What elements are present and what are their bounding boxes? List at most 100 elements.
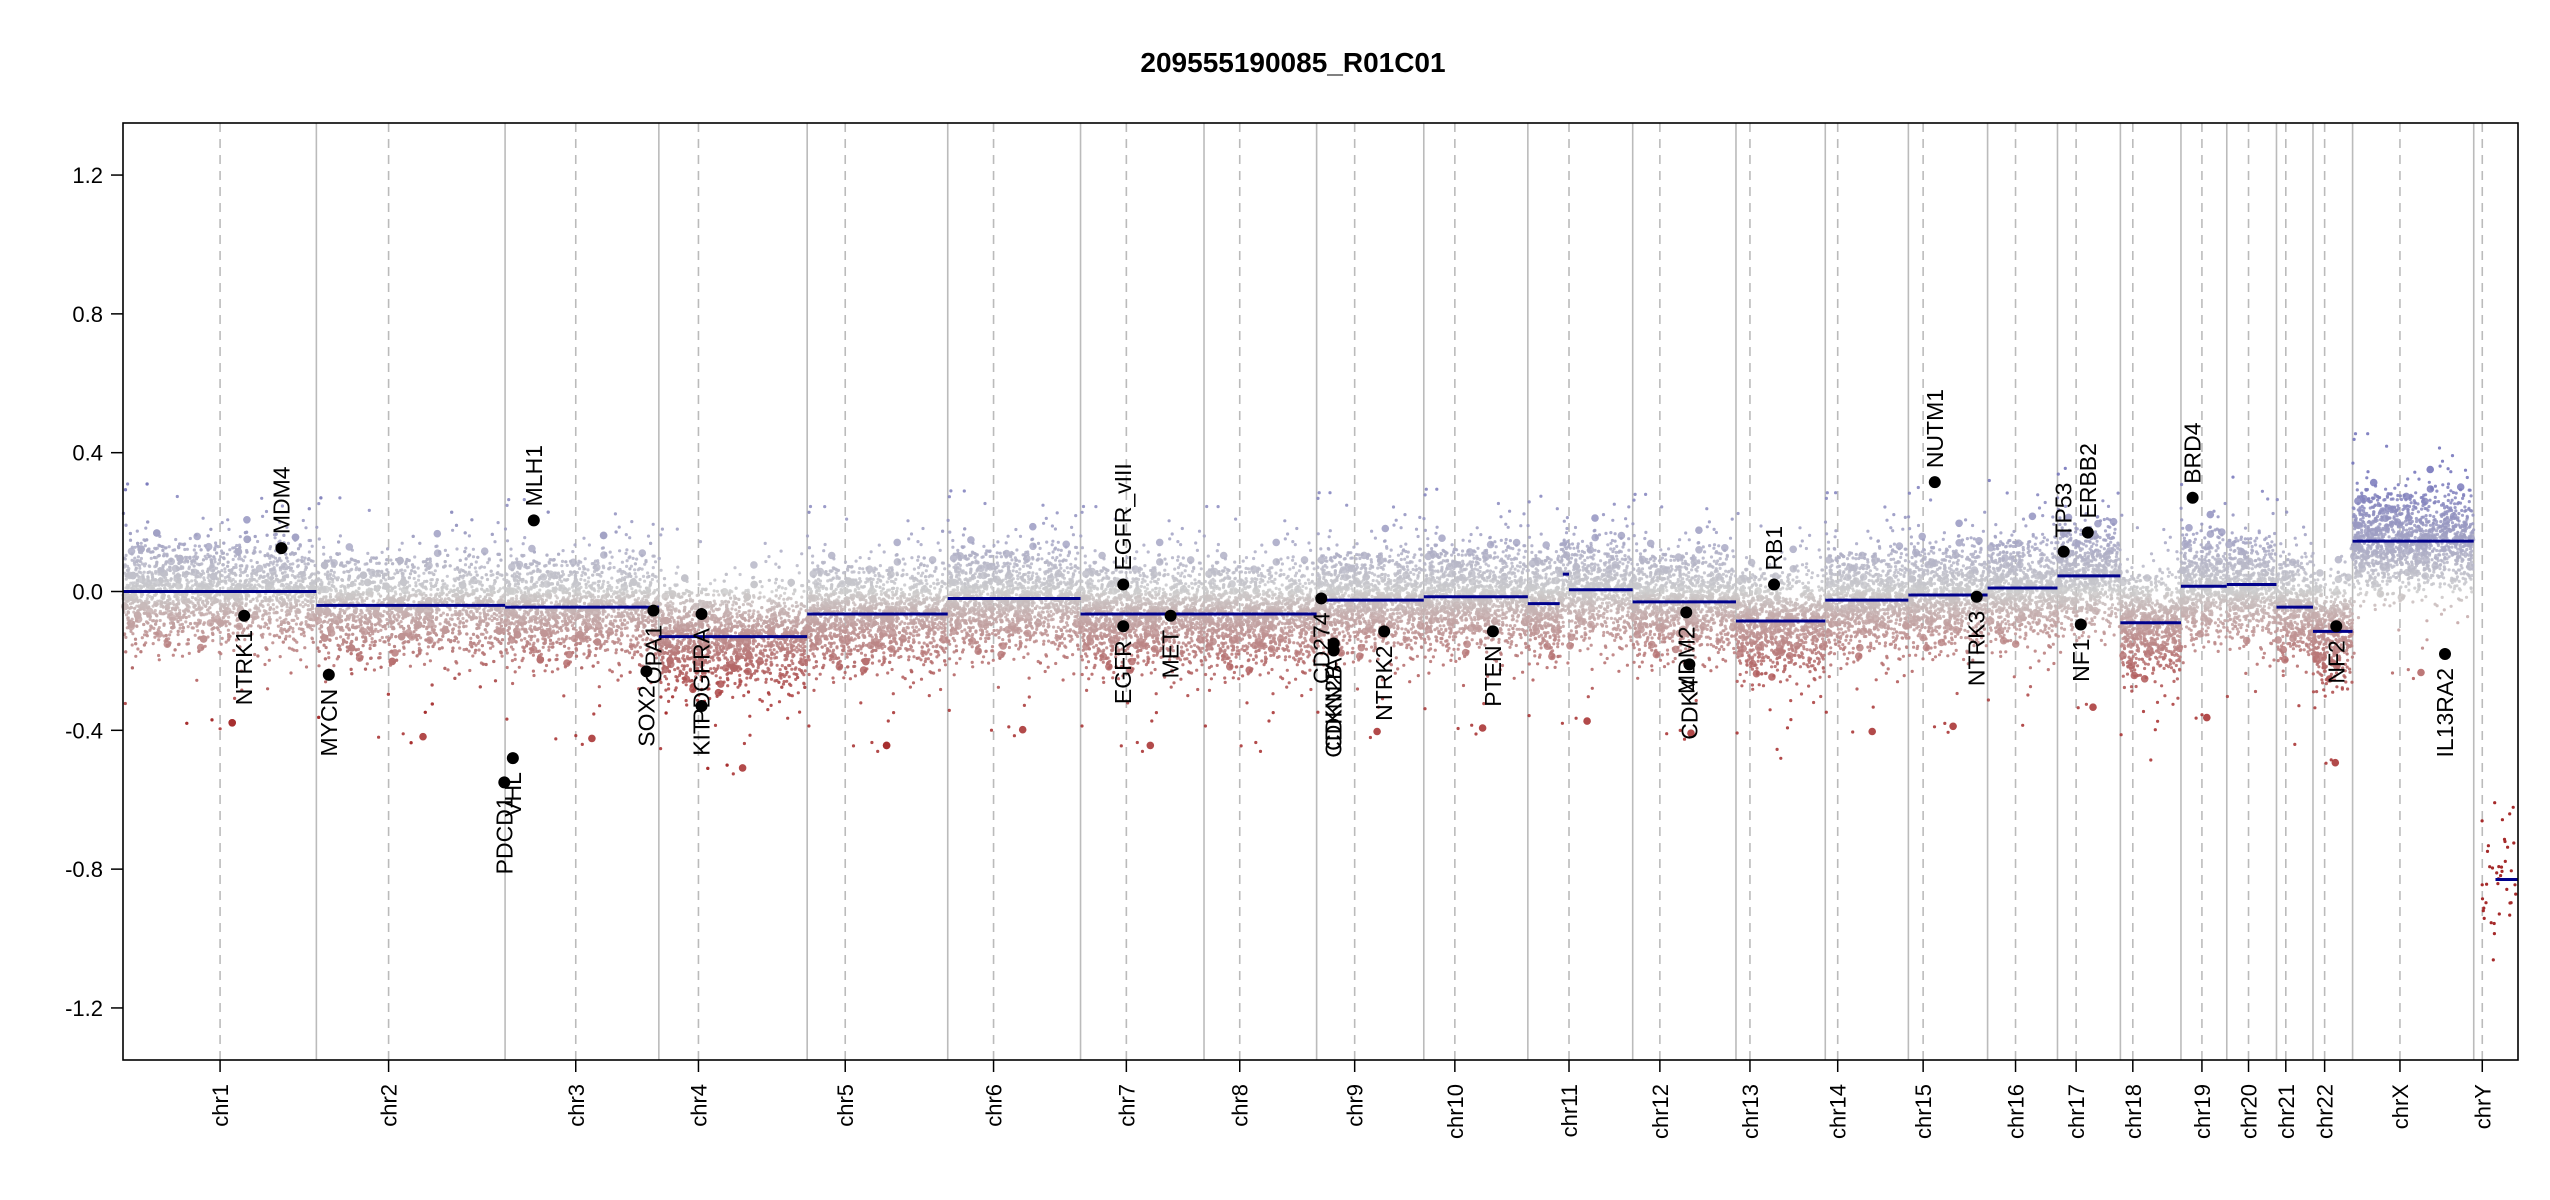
- probe-point: [329, 622, 334, 627]
- probe-point: [301, 605, 305, 609]
- probe-point: [216, 570, 221, 574]
- probe-point: [135, 624, 139, 628]
- probe-point: [463, 563, 468, 567]
- probe-point: [236, 624, 241, 628]
- probe-point: [285, 586, 289, 590]
- probe-point: [126, 599, 130, 603]
- probe-point: [140, 636, 144, 640]
- probe-point: [477, 648, 481, 652]
- probe-point: [491, 644, 495, 648]
- probe-point: [379, 665, 383, 669]
- probe-point: [488, 636, 492, 640]
- probe-point: [392, 615, 396, 619]
- probe-point: [252, 551, 256, 555]
- probe-point: [283, 570, 287, 574]
- probe-point: [420, 584, 425, 588]
- probe-point: [265, 562, 269, 566]
- probe-point: [481, 662, 485, 666]
- probe-point: [368, 558, 373, 562]
- probe-point: [168, 582, 172, 586]
- probe-point: [419, 732, 427, 741]
- probe-point: [291, 637, 296, 641]
- probe-point: [135, 619, 139, 623]
- probe-point: [145, 538, 149, 542]
- probe-point: [445, 574, 449, 578]
- probe-point: [402, 646, 406, 650]
- probe-point: [336, 655, 341, 659]
- probe-point: [310, 636, 314, 640]
- probe-point: [196, 629, 200, 633]
- probe-point: [226, 518, 230, 522]
- probe-point: [255, 599, 259, 603]
- probe-point: [403, 582, 407, 587]
- probe-point: [146, 575, 150, 579]
- probe-point: [471, 617, 475, 621]
- probe-point: [139, 560, 143, 564]
- probe-point: [199, 573, 203, 577]
- probe-point: [255, 564, 264, 573]
- probe-point: [220, 521, 224, 525]
- probe-point: [207, 611, 211, 615]
- probe-point: [249, 624, 253, 628]
- probe-point: [373, 623, 377, 627]
- probe-point: [286, 595, 290, 599]
- probe-point: [322, 585, 330, 594]
- probe-point: [454, 592, 458, 596]
- probe-point: [291, 626, 295, 631]
- probe-point: [358, 592, 362, 597]
- probe-point: [268, 607, 272, 612]
- probe-point: [146, 579, 150, 583]
- probe-point: [222, 541, 226, 545]
- probe-point: [483, 595, 487, 599]
- probe-point: [251, 569, 255, 573]
- probe-point: [418, 541, 422, 545]
- probe-point: [314, 607, 318, 611]
- probe-point: [284, 592, 288, 596]
- probe-point: [435, 562, 439, 567]
- probe-point: [232, 566, 236, 570]
- probe-point: [480, 644, 484, 648]
- probe-point: [130, 666, 134, 670]
- probe-point: [492, 659, 496, 664]
- probe-point: [306, 599, 310, 603]
- probe-point: [403, 640, 407, 644]
- probe-point: [366, 631, 371, 635]
- probe-point: [385, 635, 389, 639]
- probe-point: [314, 596, 318, 600]
- probe-point: [468, 553, 472, 557]
- probe-point: [420, 593, 424, 597]
- probe-point: [344, 632, 348, 637]
- probe-point: [222, 556, 226, 560]
- probe-point: [482, 610, 486, 615]
- probe-point: [385, 617, 389, 622]
- probe-point: [365, 592, 369, 596]
- probe-point: [281, 583, 285, 587]
- probe-point: [235, 543, 239, 548]
- probe-point: [382, 609, 386, 614]
- probe-point: [441, 579, 445, 583]
- probe-point: [183, 575, 187, 579]
- probe-point: [451, 646, 455, 650]
- probe-point: [476, 555, 480, 559]
- probe-point: [587, 576, 591, 580]
- probe-point: [431, 644, 435, 649]
- probe-point: [608, 550, 612, 554]
- probe-point: [445, 587, 449, 591]
- probe-point: [338, 607, 342, 612]
- probe-point: [339, 589, 343, 593]
- probe-point: [274, 595, 279, 599]
- probe-point: [402, 652, 406, 657]
- probe-point: [190, 559, 194, 564]
- probe-point: [185, 578, 189, 582]
- probe-point: [492, 612, 496, 616]
- probe-point: [147, 600, 151, 605]
- probe-point: [265, 647, 269, 651]
- probe-point: [209, 622, 213, 627]
- probe-point: [338, 534, 342, 538]
- probe-point: [329, 555, 333, 559]
- probe-point: [288, 562, 292, 566]
- probe-point: [443, 560, 447, 564]
- probe-point: [461, 616, 465, 621]
- probe-point: [139, 556, 143, 561]
- probe-point: [596, 589, 601, 593]
